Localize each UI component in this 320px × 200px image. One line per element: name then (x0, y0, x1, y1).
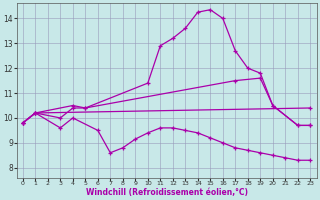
X-axis label: Windchill (Refroidissement éolien,°C): Windchill (Refroidissement éolien,°C) (85, 188, 248, 197)
